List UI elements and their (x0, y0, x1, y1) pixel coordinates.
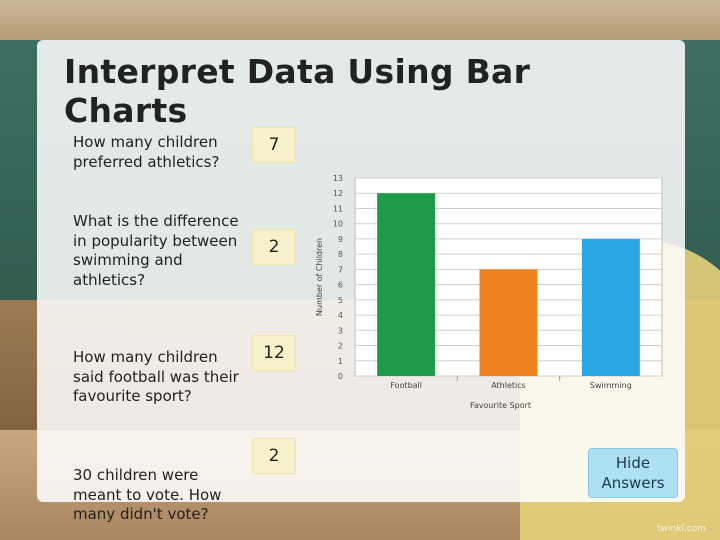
y-tick-label: 5 (338, 296, 343, 305)
y-tick-label: 6 (338, 281, 343, 290)
answer-1: 7 (252, 127, 296, 163)
bar-swimming (581, 238, 640, 376)
question-3: How many children said football was thei… (73, 348, 239, 405)
y-tick-label: 0 (338, 372, 343, 381)
x-axis-label: Favourite Sport (470, 401, 531, 410)
brand-watermark: twinkl.com (657, 524, 706, 534)
answer-2: 2 (252, 229, 296, 265)
y-tick-label: 12 (333, 189, 343, 198)
y-tick-label: 13 (333, 174, 343, 183)
y-tick-label: 4 (338, 311, 343, 320)
question-4: 30 children were meant to vote. How many… (73, 466, 222, 523)
page-title: Interpret Data Using Bar Charts (64, 52, 531, 130)
y-tick-label: 8 (338, 250, 343, 259)
y-axis-label: Number of Children (315, 238, 324, 316)
hide-answers-button[interactable]: Hide Answers (588, 448, 678, 498)
answer-4: 2 (252, 438, 296, 474)
question-1: How many children preferred athletics? (73, 133, 220, 171)
y-tick-label: 3 (338, 326, 343, 335)
y-tick-label: 10 (333, 220, 343, 229)
y-tick-label: 9 (338, 235, 343, 244)
y-tick-label: 2 (338, 342, 343, 351)
bar-athletics (479, 269, 538, 376)
x-tick-label: Swimming (590, 381, 632, 390)
x-tick-label: Athletics (491, 381, 526, 390)
y-tick-label: 1 (338, 357, 343, 366)
answer-3: 12 (252, 335, 296, 371)
bar-football (377, 193, 436, 376)
x-tick-label: Football (390, 381, 422, 390)
y-tick-label: 7 (338, 265, 343, 274)
question-2: What is the difference in popularity bet… (73, 212, 239, 289)
y-tick-label: 11 (333, 204, 343, 213)
